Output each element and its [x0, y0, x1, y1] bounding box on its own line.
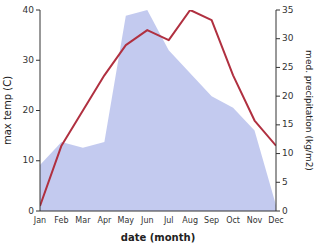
- x-tick-label: Jul: [163, 216, 174, 225]
- x-tick-label: May: [118, 216, 135, 225]
- y2-tick: [276, 124, 280, 125]
- x-tick-label: Feb: [54, 216, 68, 225]
- x-tick-label: Aug: [182, 216, 198, 225]
- y2-axis-label: med. precipitation (kg/m2): [304, 50, 314, 171]
- x-tick-label: Mar: [75, 216, 91, 225]
- y-tick-label: 40: [23, 5, 35, 15]
- x-tick-label: Oct: [226, 216, 240, 225]
- precipitation-area: [40, 10, 276, 211]
- x-tick-label: Dec: [268, 216, 283, 225]
- y2-tick: [276, 153, 280, 154]
- y-tick-label: 0: [28, 206, 34, 216]
- x-tick-label: Jan: [33, 216, 46, 225]
- y2-axis: [276, 10, 277, 211]
- y2-tick-label: 25: [282, 62, 293, 72]
- y-tick: [36, 60, 40, 61]
- y2-tick-label: 10: [282, 148, 294, 158]
- y-axis-label: max temp (C): [2, 76, 13, 145]
- y2-tick: [276, 182, 280, 183]
- y2-tick: [276, 10, 280, 11]
- y2-tick: [276, 38, 280, 39]
- chart: 0 10 20 30 40 0 5 10 15 20 25 30 35 Jan Feb Mar Apr May Ju…: [0, 0, 318, 247]
- y2-tick-label: 0: [282, 206, 288, 216]
- plot-area: [40, 10, 276, 211]
- x-tick-label: Jun: [140, 216, 154, 225]
- y2-tick: [276, 211, 280, 212]
- y-tick-label: 10: [23, 155, 35, 165]
- y-tick-label: 30: [23, 55, 35, 65]
- y2-tick-label: 15: [282, 119, 293, 129]
- x-tick-label: Sep: [204, 216, 219, 225]
- temperature-line: [40, 10, 276, 206]
- y-tick-label: 20: [23, 105, 35, 115]
- x-tick-label: Nov: [247, 216, 263, 225]
- x-axis: [40, 211, 276, 212]
- y-tick: [36, 211, 40, 212]
- y-tick: [36, 110, 40, 111]
- y2-tick-label: 20: [282, 91, 294, 101]
- x-axis-label: date (month): [121, 232, 195, 243]
- y2-tick: [276, 96, 280, 97]
- y2-tick-label: 30: [282, 33, 294, 43]
- y2-tick-label: 35: [282, 5, 293, 15]
- y-tick: [36, 160, 40, 161]
- y2-tick-label: 5: [282, 177, 288, 187]
- y-tick: [36, 10, 40, 11]
- x-tick-label: Apr: [97, 216, 112, 225]
- y2-tick: [276, 67, 280, 68]
